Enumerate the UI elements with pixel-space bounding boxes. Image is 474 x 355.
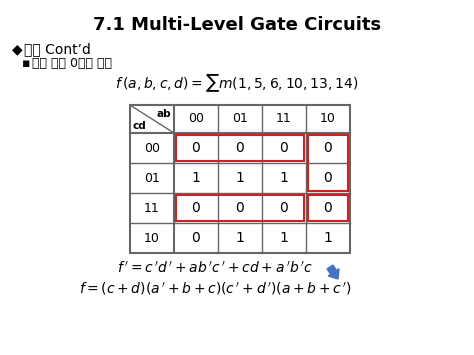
Text: 0: 0	[324, 201, 332, 215]
Text: 예제 Cont’d: 예제 Cont’d	[24, 42, 91, 56]
Text: 7.1 Multi-Level Gate Circuits: 7.1 Multi-Level Gate Circuits	[93, 16, 381, 34]
Text: 1: 1	[236, 171, 245, 185]
FancyArrow shape	[327, 265, 339, 279]
Text: ▪: ▪	[22, 57, 30, 70]
Text: 00: 00	[144, 142, 160, 154]
Text: 10: 10	[144, 231, 160, 245]
Text: ◆: ◆	[12, 42, 23, 56]
Text: 1: 1	[280, 171, 289, 185]
Text: cd: cd	[133, 121, 147, 131]
Bar	[130, 105, 350, 253]
Text: 0: 0	[191, 231, 201, 245]
Bar	[308, 135, 348, 191]
Text: ab: ab	[156, 109, 171, 119]
Text: 00: 00	[188, 113, 204, 126]
Text: 10: 10	[320, 113, 336, 126]
Bar	[176, 135, 304, 161]
Text: 11: 11	[144, 202, 160, 214]
Bar	[308, 195, 348, 221]
Text: 1: 1	[280, 231, 289, 245]
Text: $f\,(a,b,c,d) = \sum m(1,5,6,10,13,14)$: $f\,(a,b,c,d) = \sum m(1,5,6,10,13,14)$	[115, 72, 359, 94]
Text: $f = (c+d)(a\,'+b+c)(c\,'+d\,')(a+b+c\,')$: $f = (c+d)(a\,'+b+c)(c\,'+d\,')(a+b+c\,'…	[79, 281, 351, 297]
Text: 0: 0	[191, 141, 201, 155]
Text: 0: 0	[324, 171, 332, 185]
Text: 0: 0	[191, 201, 201, 215]
Text: 1: 1	[324, 231, 332, 245]
Text: 카누 맵의 0으로 부터: 카누 맵의 0으로 부터	[32, 57, 112, 70]
Text: $f\,' = c\,'d\,' + ab\,'c\,' + cd + a\,'b\,'c$: $f\,' = c\,'d\,' + ab\,'c\,' + cd + a\,'…	[117, 261, 313, 276]
Bar	[176, 195, 304, 221]
Text: 0: 0	[324, 141, 332, 155]
Text: 0: 0	[236, 201, 245, 215]
Text: 0: 0	[236, 141, 245, 155]
Text: 11: 11	[276, 113, 292, 126]
Text: 1: 1	[191, 171, 201, 185]
Text: 01: 01	[232, 113, 248, 126]
Text: 1: 1	[236, 231, 245, 245]
Text: 01: 01	[144, 171, 160, 185]
Text: 0: 0	[280, 141, 288, 155]
Text: 0: 0	[280, 201, 288, 215]
